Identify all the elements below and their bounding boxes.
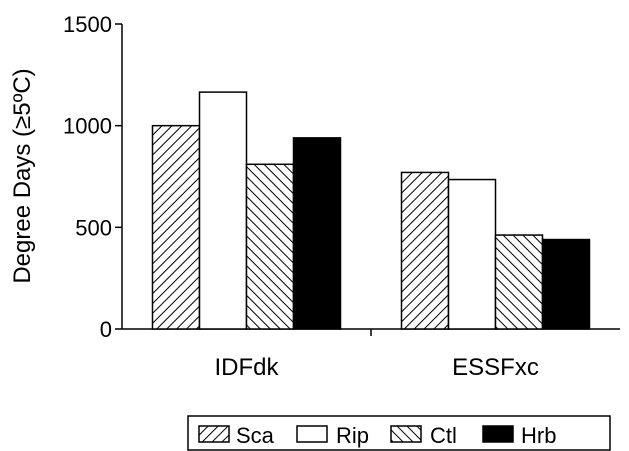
bar-hrb-idfdk	[292, 137, 342, 330]
legend-label-sca: Sca	[236, 423, 275, 448]
bar-rip-idfdk	[198, 91, 248, 330]
x-tick-label: ESSFxc	[452, 354, 539, 381]
bars	[151, 91, 591, 330]
legend-label-ctl: Ctl	[430, 423, 457, 448]
y-axis: 0 500 1000 1500	[63, 12, 123, 342]
bar-rip-essfxc	[447, 178, 497, 330]
x-tick-label: IDFdk	[214, 354, 279, 381]
legend-swatch-hrb	[482, 425, 514, 443]
bar-hrb-essfxc	[541, 238, 591, 330]
legend-swatch-rip	[296, 425, 328, 443]
legend-label-hrb: Hrb	[521, 423, 556, 448]
bar-ctl-essfxc	[494, 234, 544, 330]
bar-sca-essfxc	[400, 171, 450, 330]
bar-sca-idfdk	[151, 124, 201, 330]
legend-label-rip: Rip	[336, 423, 369, 448]
y-tick-label: 0	[100, 317, 112, 342]
legend-swatch-ctl	[390, 425, 422, 443]
bar-ctl-idfdk	[245, 163, 295, 330]
legend-swatch-sca	[198, 425, 230, 443]
y-axis-title: Degree Days (≥5ºC)	[9, 68, 36, 283]
y-tick-label: 1500	[63, 12, 112, 37]
y-tick-label: 1000	[63, 114, 112, 139]
legend: Sca Rip Ctl Hrb	[187, 415, 611, 451]
y-tick-label: 500	[75, 215, 112, 240]
x-axis: IDFdk ESSFxc	[122, 328, 620, 381]
